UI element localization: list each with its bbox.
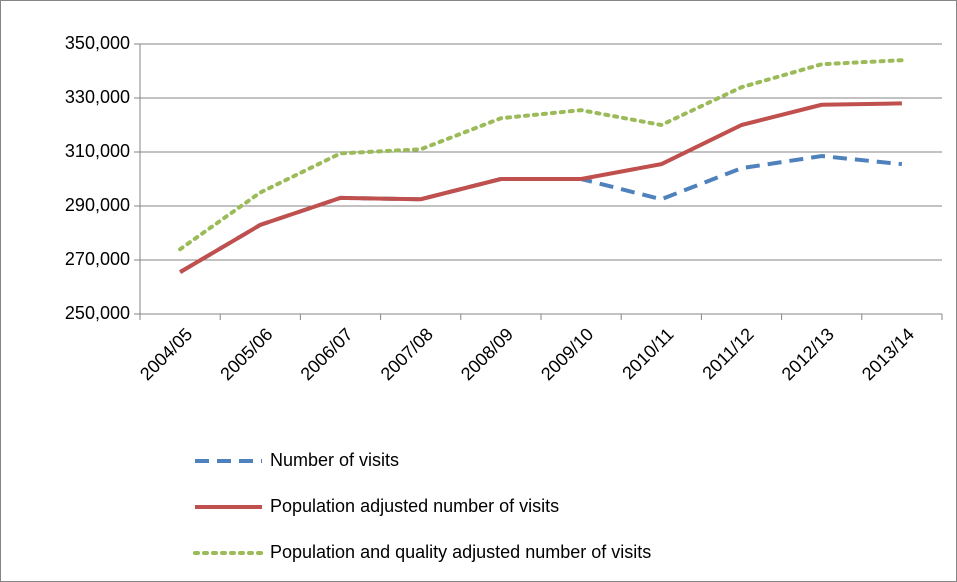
legend-label: Population and quality adjusted number o… (270, 542, 651, 562)
legend-label: Population adjusted number of visits (270, 496, 559, 516)
y-tick-label: 310,000 (65, 141, 130, 161)
y-tick-label: 350,000 (65, 33, 130, 53)
y-tick-label: 270,000 (65, 249, 130, 269)
legend-label: Number of visits (270, 450, 399, 470)
y-tick-label: 290,000 (65, 195, 130, 215)
series-line (179, 101, 902, 274)
y-tick-label: 250,000 (65, 303, 130, 323)
y-tick-label: 330,000 (65, 87, 130, 107)
series-line (178, 58, 904, 252)
